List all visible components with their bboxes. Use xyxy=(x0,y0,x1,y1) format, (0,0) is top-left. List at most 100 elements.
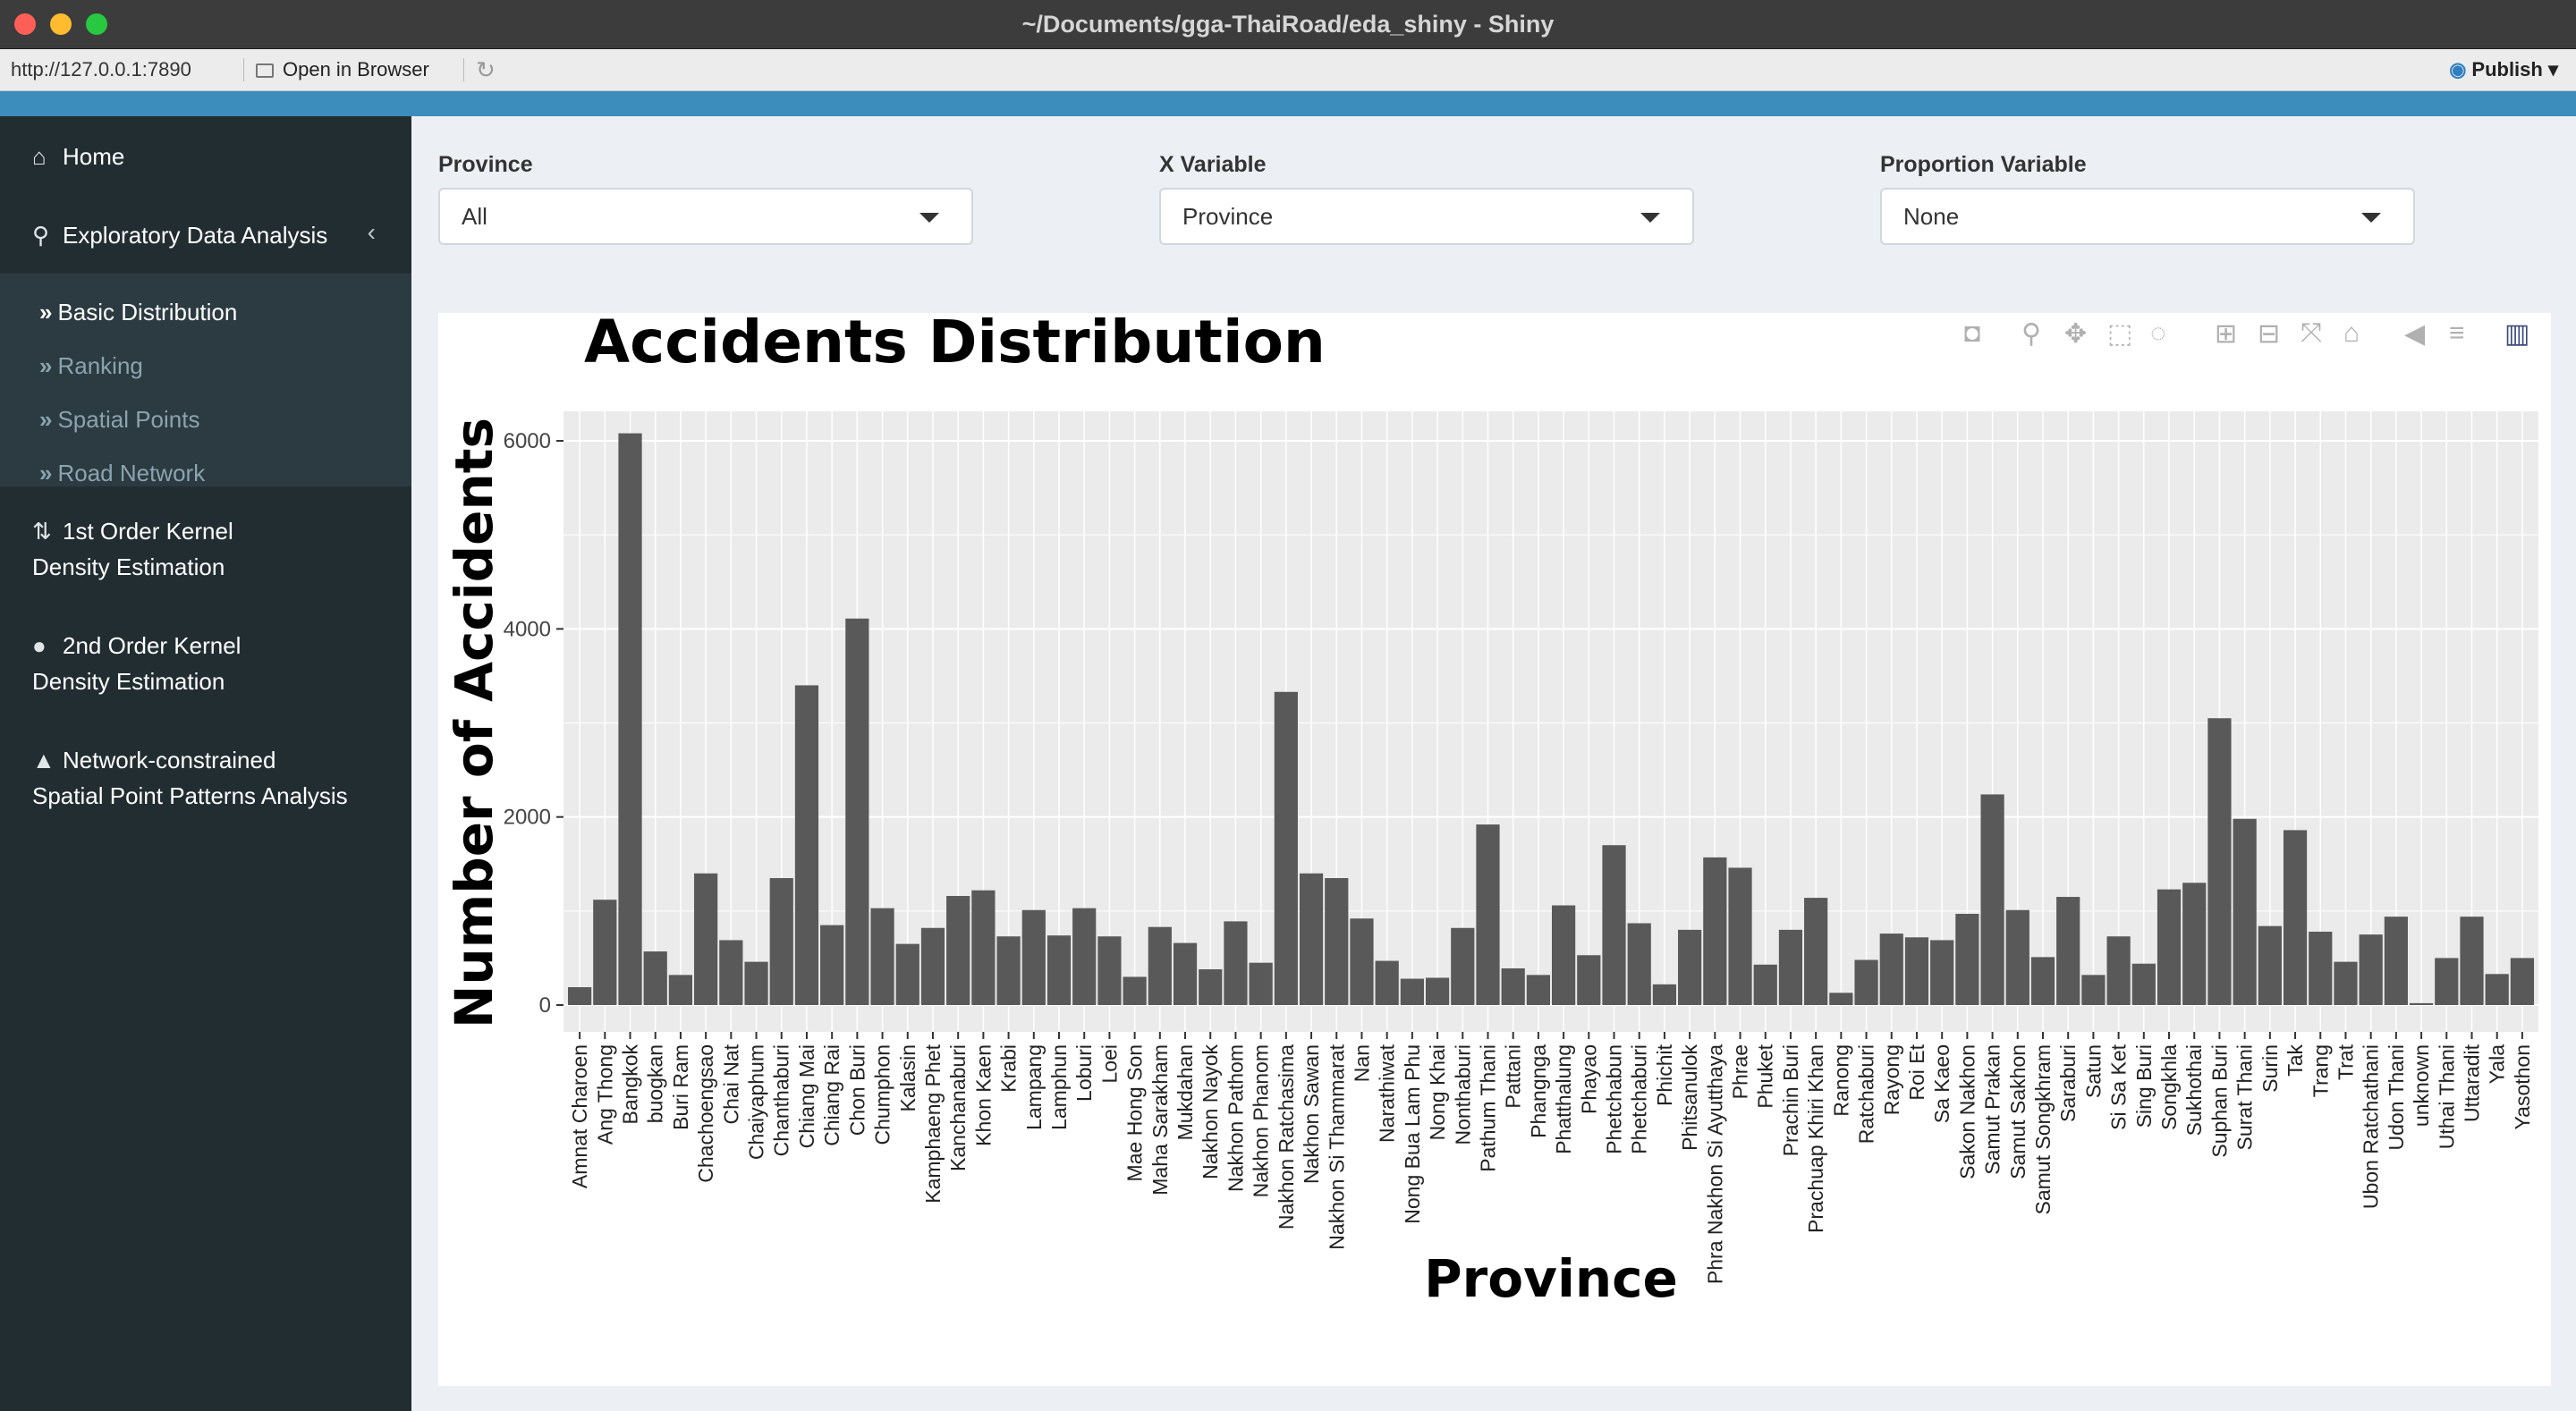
bar xyxy=(1753,964,1777,1005)
bar xyxy=(2258,925,2282,1005)
sidebar-item-eda[interactable]: ⚲ Exploratory Data Analysis xyxy=(32,222,327,249)
x-tick-label: Kalasin xyxy=(896,1044,919,1111)
bar xyxy=(920,927,945,1005)
x-tick-label: Nong Bua Lam Phu xyxy=(1401,1044,1424,1224)
home-icon: ⌂ xyxy=(32,143,47,170)
sidebar-item-spatial-points[interactable]: » Spatial Points xyxy=(39,406,199,434)
refresh-icon[interactable]: ↻ xyxy=(476,56,496,83)
window-title: ~/Documents/gga-ThaiRoad/eda_shiny - Shi… xyxy=(1021,11,1555,38)
x-variable-label: X Variable xyxy=(1159,152,1267,177)
bar xyxy=(2131,963,2156,1005)
x-tick-label: Nan xyxy=(1350,1044,1373,1082)
x-tick-label: Phra Nakhon Si Ayutthaya xyxy=(1703,1044,1726,1284)
reset-axes-icon[interactable]: ⌂ xyxy=(2343,318,2360,348)
x-tick-label: Udon Thani xyxy=(2385,1044,2408,1151)
sidebar-item-kde2[interactable]: ● 2nd Order Kernel Density Estimation xyxy=(32,628,241,699)
bar xyxy=(1173,942,1198,1005)
bar xyxy=(668,975,693,1005)
bar xyxy=(2207,718,2232,1005)
x-tick-label: Nakhon Nayok xyxy=(1199,1044,1222,1179)
sidebar-item-label: 1st Order Kernel xyxy=(63,518,233,545)
bar xyxy=(1552,905,1576,1005)
x-tick-label: Phatthalung xyxy=(1552,1044,1575,1154)
pan-icon[interactable]: ✥ xyxy=(2064,319,2088,349)
zoom-out-icon[interactable]: ⊟ xyxy=(2258,319,2281,349)
zoom-icon[interactable]: ⚲ xyxy=(2021,319,2041,349)
x-axis-title: Province xyxy=(1424,1248,1678,1309)
map-marker-icon: ● xyxy=(32,632,47,659)
compare-hover-icon[interactable]: ≡ xyxy=(2449,318,2465,348)
bar xyxy=(1930,940,1954,1005)
bar xyxy=(2283,830,2308,1005)
sidebar-item-basic-distribution[interactable]: » Basic Distribution xyxy=(39,299,237,326)
zoom-window-button[interactable] xyxy=(86,13,107,35)
sidebar-item-label: Basic Distribution xyxy=(57,299,238,325)
x-tick-label: Samut Prakan xyxy=(1981,1044,2004,1175)
box-select-icon[interactable]: ⬚ xyxy=(2107,319,2133,349)
x-tick-label: Chachoengsao xyxy=(694,1044,717,1183)
sidebar-item-label: 2nd Order Kernel xyxy=(63,632,242,659)
double-chevron-icon: » xyxy=(39,406,53,433)
bar xyxy=(1097,936,1122,1005)
x-tick-label: Suphan Buri xyxy=(2207,1044,2231,1158)
minimize-window-button[interactable] xyxy=(50,13,72,35)
bar xyxy=(1652,984,1677,1005)
bar xyxy=(2309,931,2333,1005)
x-tick-label: Chumphon xyxy=(871,1044,894,1145)
sidebar-item-label: Spatial Points xyxy=(57,406,200,433)
spike-lines-icon[interactable]: ◀ xyxy=(2404,319,2426,349)
sidebar-item-kde1[interactable]: ⇅ 1st Order Kernel Density Estimation xyxy=(32,513,233,585)
bar xyxy=(1072,908,1097,1005)
x-tick-label: Sukhothai xyxy=(2182,1044,2206,1136)
x-variable-select[interactable]: Province xyxy=(1159,188,1694,245)
publish-button[interactable]: ◉ Publish ▾ xyxy=(2449,58,2558,80)
open-in-browser-label: Open in Browser xyxy=(283,58,429,80)
bar xyxy=(1224,921,1248,1005)
plot-panel: 0 2000 4000 6000 Amnat Charoen Ang Thong Bangk… xyxy=(438,308,2551,1386)
bar xyxy=(794,685,819,1005)
bar xyxy=(2157,889,2182,1005)
sidebar-item-label: Exploratory Data Analysis xyxy=(63,222,328,249)
x-tick-label: Mukdahan xyxy=(1174,1044,1197,1140)
bar xyxy=(744,961,768,1005)
sidebar-item-label: Home xyxy=(63,143,125,170)
close-window-button[interactable] xyxy=(14,13,36,35)
x-tick-label: Phayao xyxy=(1577,1044,1600,1114)
eda-submenu: » Basic Distribution » Ranking » Spatial Po… xyxy=(0,274,411,486)
sidebar-item-network[interactable]: ▲ Network-constrained Spatial Point Patte… xyxy=(32,742,348,814)
x-tick-label: Khon Kaen xyxy=(971,1044,995,1146)
bar xyxy=(1627,923,1651,1005)
bar xyxy=(1274,691,1298,1005)
sidebar-item-home[interactable]: ⌂ Home xyxy=(32,143,124,171)
lasso-icon[interactable]: ◌ xyxy=(2150,318,2166,348)
x-tick-label: Trat xyxy=(2334,1043,2357,1080)
x-tick-label: Rayong xyxy=(1880,1044,1903,1115)
open-in-browser-button[interactable]: Open in Browser xyxy=(256,49,429,90)
proportion-variable-select[interactable]: None xyxy=(1880,188,2415,245)
plotly-logo-icon[interactable]: ▥ xyxy=(2504,319,2530,349)
x-tick-label: Nong Khai xyxy=(1426,1044,1449,1140)
x-tick-label: Kamphaeng Phet xyxy=(921,1043,945,1203)
camera-icon[interactable]: ◘ xyxy=(1964,318,1981,348)
bar xyxy=(618,433,642,1005)
autoscale-icon[interactable]: ⤧ xyxy=(2301,318,2322,348)
bar xyxy=(1451,927,1475,1005)
x-tick-label: Sakon Nakhon xyxy=(1955,1044,1979,1179)
road-icon: ▲ xyxy=(32,747,55,773)
caret-down-icon xyxy=(1640,213,1660,223)
sidebar-item-road-network[interactable]: » Road Network xyxy=(39,460,205,487)
bar xyxy=(1678,929,1702,1005)
chevron-left-icon[interactable]: ‹ xyxy=(367,218,376,246)
x-tick-label: Phuket xyxy=(1754,1043,1777,1108)
bar xyxy=(1350,918,1374,1005)
sidebar: ⌂ Home ⚲ Exploratory Data Analysis ‹ » Basi… xyxy=(0,116,411,1411)
x-tick-label: Lamphun xyxy=(1047,1044,1071,1130)
x-tick-label: Yala xyxy=(2486,1044,2509,1085)
sidebar-item-ranking[interactable]: » Ranking xyxy=(39,352,143,380)
zoom-in-icon[interactable]: ⊞ xyxy=(2215,319,2238,349)
bar xyxy=(1123,976,1147,1005)
province-select[interactable]: All xyxy=(438,188,973,245)
bar xyxy=(2359,934,2383,1005)
bar xyxy=(1501,967,1525,1005)
x-tick-label: Nakhon Phanom xyxy=(1250,1044,1273,1197)
